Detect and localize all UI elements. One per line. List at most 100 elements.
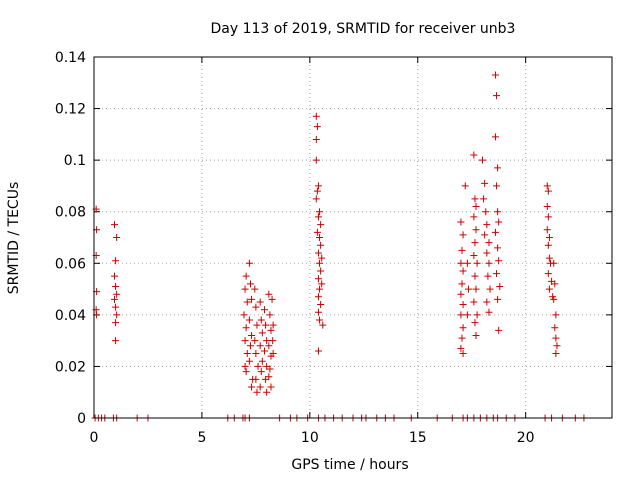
data-point xyxy=(248,295,256,303)
data-point xyxy=(544,270,552,278)
data-point xyxy=(481,179,489,187)
data-point xyxy=(242,368,250,376)
data-point xyxy=(471,319,479,327)
data-point xyxy=(458,246,466,254)
data-point xyxy=(246,342,254,350)
data-point xyxy=(246,280,254,288)
y-tick-label: 0.08 xyxy=(55,205,86,221)
data-point xyxy=(316,316,324,324)
data-point xyxy=(269,350,277,358)
data-point xyxy=(551,324,559,332)
data-point xyxy=(544,241,552,249)
data-point xyxy=(457,218,465,226)
data-point xyxy=(316,285,324,293)
y-tick-label: 0 xyxy=(77,411,86,427)
data-point xyxy=(491,228,499,236)
data-point xyxy=(112,337,120,345)
data-point xyxy=(458,334,466,342)
data-point xyxy=(545,234,553,241)
data-point xyxy=(258,357,266,365)
y-tick-label: 0.02 xyxy=(55,359,86,375)
data-point xyxy=(481,231,489,239)
x-tick-label: 5 xyxy=(197,430,206,446)
data-point xyxy=(457,290,465,298)
data-point xyxy=(493,270,501,278)
data-point xyxy=(251,337,259,345)
data-point xyxy=(495,326,503,334)
data-point xyxy=(544,187,552,195)
data-point xyxy=(472,226,480,234)
data-point xyxy=(543,226,551,234)
data-point xyxy=(257,368,265,376)
data-point xyxy=(314,213,322,221)
data-point xyxy=(463,311,471,319)
data-point xyxy=(111,221,119,229)
data-point xyxy=(242,324,250,332)
data-point xyxy=(461,182,469,190)
data-point xyxy=(552,311,560,319)
data-point xyxy=(111,295,119,303)
data-point xyxy=(551,280,559,288)
y-axis-label: SRMTID / TECUs xyxy=(6,182,22,295)
data-point xyxy=(484,272,492,280)
data-point xyxy=(317,241,325,249)
data-point xyxy=(112,257,120,265)
data-point xyxy=(253,321,261,329)
data-point xyxy=(470,151,478,159)
data-point xyxy=(494,244,502,252)
data-point xyxy=(268,295,276,303)
data-point xyxy=(494,164,502,172)
data-point xyxy=(494,208,502,216)
data-point xyxy=(269,337,277,345)
data-point xyxy=(241,362,249,370)
data-point xyxy=(485,259,493,267)
data-point xyxy=(543,203,551,211)
y-tick-label: 0.14 xyxy=(55,50,86,66)
data-point xyxy=(241,337,249,345)
data-point xyxy=(470,252,478,260)
data-point xyxy=(243,350,251,358)
data-point xyxy=(312,112,320,120)
x-tick-label: 20 xyxy=(517,430,535,446)
data-point xyxy=(471,239,479,247)
data-point xyxy=(550,259,558,267)
data-point xyxy=(111,272,119,280)
data-point xyxy=(552,334,560,342)
data-point xyxy=(483,249,491,257)
data-point xyxy=(483,221,491,229)
data-point xyxy=(261,347,269,355)
data-point xyxy=(494,295,502,303)
data-point xyxy=(545,285,553,293)
data-point xyxy=(248,383,256,391)
data-point xyxy=(545,254,553,262)
data-point xyxy=(543,182,551,190)
data-point xyxy=(251,285,259,293)
data-point xyxy=(459,267,467,275)
data-point xyxy=(248,331,256,339)
data-point xyxy=(314,347,322,355)
data-point xyxy=(470,213,478,221)
data-point xyxy=(459,350,467,358)
chart-title: Day 113 of 2019, SRMTID for receiver unb… xyxy=(211,21,516,37)
data-point xyxy=(266,311,274,319)
data-point xyxy=(472,331,480,339)
data-point xyxy=(312,136,320,144)
data-point xyxy=(254,362,262,370)
data-point xyxy=(242,272,250,280)
data-point xyxy=(256,383,264,391)
data-point xyxy=(553,342,561,350)
data-point xyxy=(312,195,320,203)
data-point xyxy=(113,234,121,241)
data-point xyxy=(318,280,326,288)
data-point xyxy=(252,350,260,358)
data-point xyxy=(263,337,271,345)
data-point xyxy=(312,156,320,164)
data-point xyxy=(256,298,264,306)
data-point xyxy=(495,257,503,265)
data-point xyxy=(253,388,261,396)
data-point xyxy=(265,290,273,298)
data-point xyxy=(457,311,465,319)
y-tick-label: 0.1 xyxy=(64,153,86,169)
data-point xyxy=(267,326,275,334)
